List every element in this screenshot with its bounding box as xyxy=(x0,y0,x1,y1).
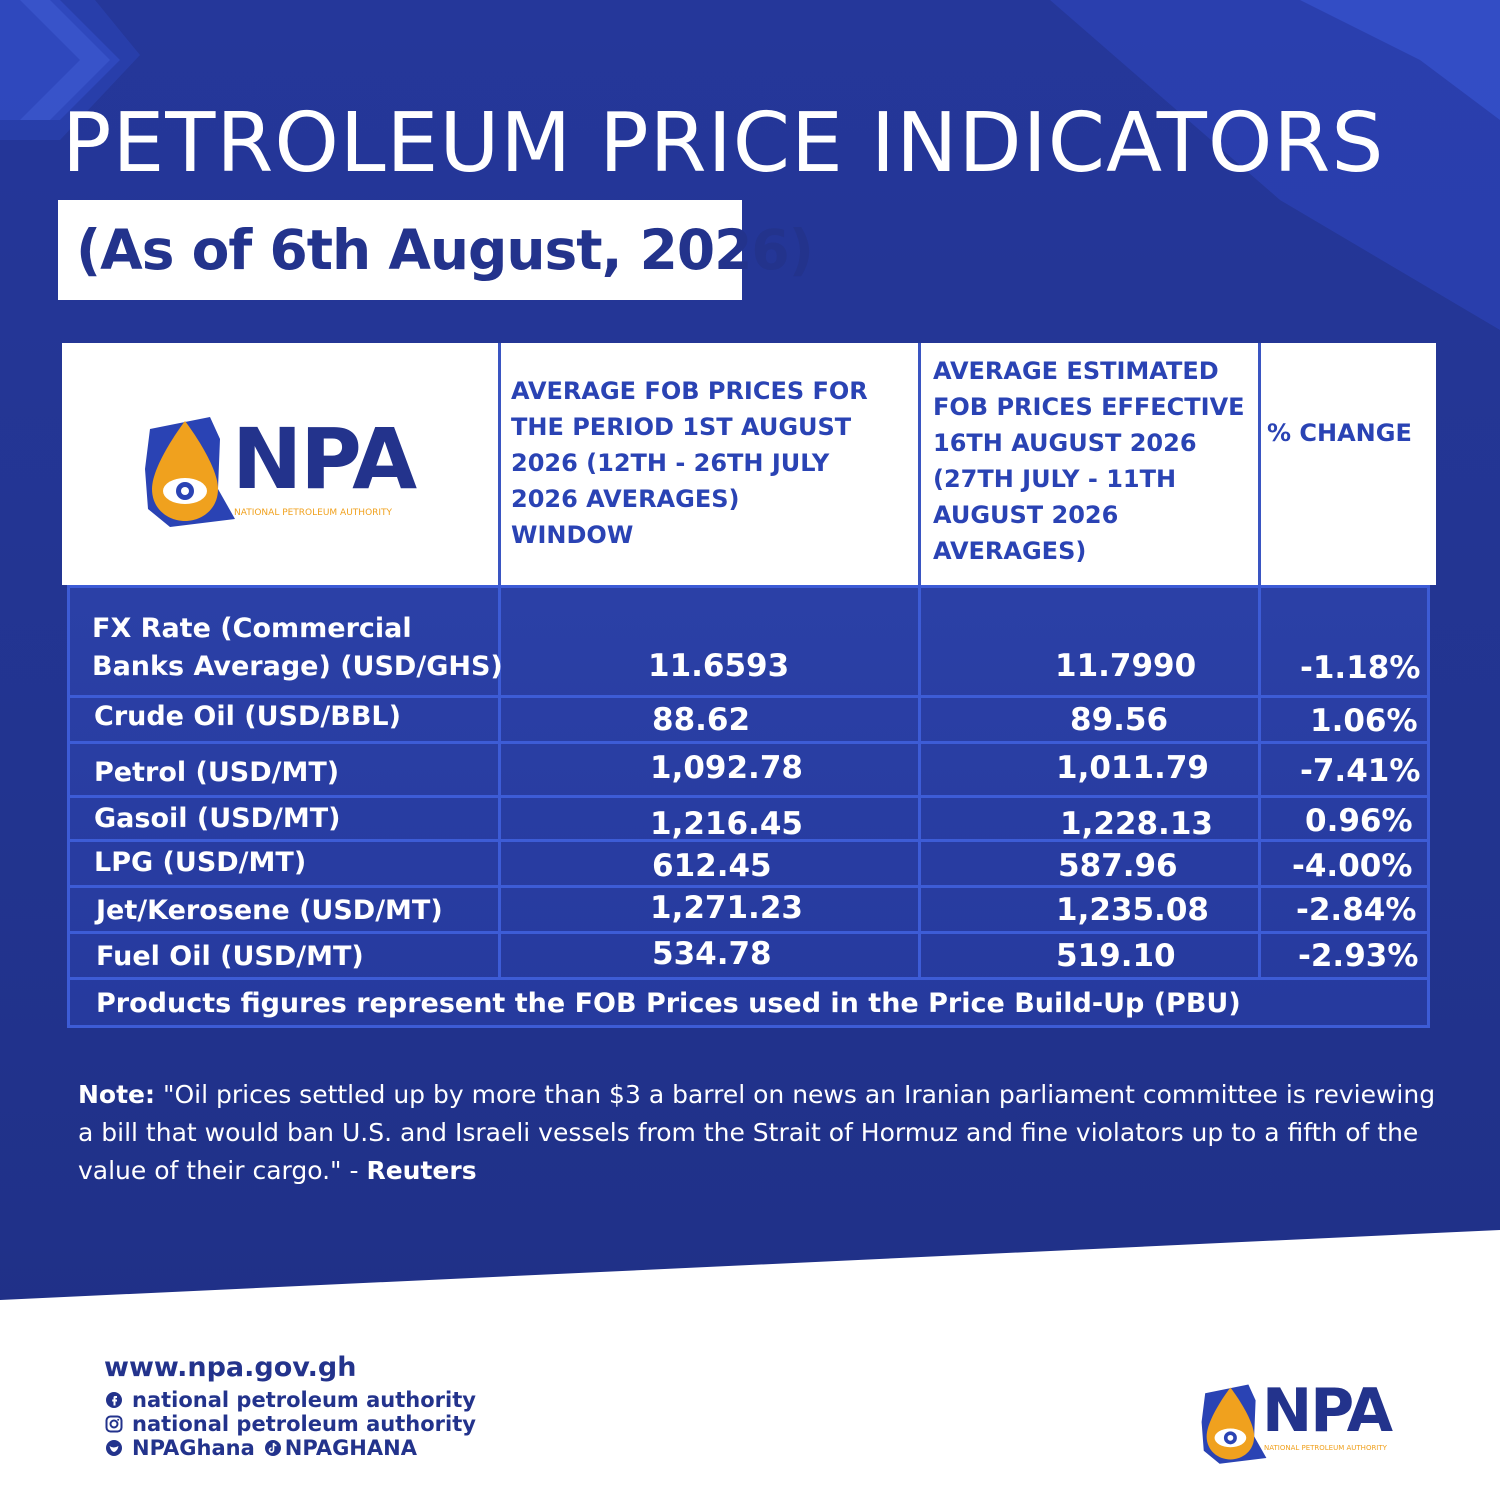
header-period2-cell: AVERAGE ESTIMATED FOB PRICES EFFECTIVE 1… xyxy=(918,343,1258,585)
percent-change: 1.06% xyxy=(1310,703,1418,739)
subtitle-box: (As of 6th August, 2026) xyxy=(58,200,814,300)
note-text: "Oil prices settled up by more than $3 a… xyxy=(78,1080,1436,1185)
header-logo-cell: NPA NATIONAL PETROLEUM AUTHORITY xyxy=(62,343,498,585)
header-change: % CHANGE xyxy=(1267,419,1412,447)
table-footnote-row: Products figures represent the FOB Price… xyxy=(70,983,1427,1025)
table-body: FX Rate (Commercial Banks Average) (USD/… xyxy=(67,585,1430,1028)
value-period2: 519.10 xyxy=(1056,938,1176,974)
tiktok-handle[interactable]: NPAGHANA xyxy=(284,1436,417,1460)
percent-change: -2.93% xyxy=(1298,938,1419,974)
table-row: LPG (USD/MT) 612.45 587.96 -4.00% xyxy=(70,842,1427,888)
note-source: Reuters xyxy=(366,1156,477,1185)
table-row: Gasoil (USD/MT) 1,216.45 1,228.13 0.96% xyxy=(70,798,1427,842)
percent-change: -4.00% xyxy=(1292,848,1413,884)
percent-change: -7.41% xyxy=(1300,753,1421,789)
note-label: Note: xyxy=(78,1080,156,1109)
row-label: Jet/Kerosene (USD/MT) xyxy=(96,895,443,926)
page-subtitle: (As of 6th August, 2026) xyxy=(76,218,814,282)
twitter-icon xyxy=(104,1438,124,1458)
row-label: Petrol (USD/MT) xyxy=(94,757,340,788)
row-label: LPG (USD/MT) xyxy=(94,847,307,878)
contacts: www.npa.gov.gh national petroleum author… xyxy=(104,1348,476,1460)
percent-change: -1.18% xyxy=(1300,650,1421,686)
instagram-handle: national petroleum authority xyxy=(132,1412,476,1436)
value-period2: 1,011.79 xyxy=(1056,750,1209,786)
logo-tagline: NATIONAL PETROLEUM AUTHORITY xyxy=(1264,1444,1387,1452)
website-link[interactable]: www.npa.gov.gh xyxy=(104,1352,357,1383)
table-row: Crude Oil (USD/BBL) 88.62 89.56 1.06% xyxy=(70,698,1427,744)
value-period1: 11.6593 xyxy=(648,648,790,684)
value-period2: 1,228.13 xyxy=(1060,806,1213,842)
row-label: Gasoil (USD/MT) xyxy=(94,803,341,834)
npa-logo: NPA NATIONAL PETROLEUM AUTHORITY xyxy=(140,409,430,529)
value-period1: 88.62 xyxy=(652,702,751,738)
value-period2: 587.96 xyxy=(1058,848,1178,884)
column-divider xyxy=(918,588,921,980)
instagram-icon xyxy=(104,1414,124,1434)
header-change-cell: % CHANGE xyxy=(1258,343,1436,585)
value-period2: 89.56 xyxy=(1070,702,1169,738)
table-row: Fuel Oil (USD/MT) 534.78 519.10 -2.93% xyxy=(70,934,1427,980)
value-period2: 11.7990 xyxy=(1055,648,1197,684)
row-label: Fuel Oil (USD/MT) xyxy=(96,941,364,972)
table-row: FX Rate (Commercial Banks Average) (USD/… xyxy=(70,588,1427,698)
percent-change: 0.96% xyxy=(1305,803,1413,839)
footer-npa-logo: NPA NATIONAL PETROLEUM AUTHORITY xyxy=(1198,1378,1408,1468)
header-period1: AVERAGE FOB PRICES FOR THE PERIOD 1ST AU… xyxy=(511,377,868,549)
table-row: Jet/Kerosene (USD/MT) 1,271.23 1,235.08 … xyxy=(70,888,1427,934)
value-period1: 612.45 xyxy=(652,848,772,884)
header-period2: AVERAGE ESTIMATED FOB PRICES EFFECTIVE 1… xyxy=(933,357,1245,565)
oil-drop-eye-icon xyxy=(1201,1384,1267,1464)
percent-change: -2.84% xyxy=(1296,892,1417,928)
value-period1: 1,271.23 xyxy=(650,890,803,926)
value-period1: 534.78 xyxy=(652,936,772,972)
table-footnote: Products figures represent the FOB Price… xyxy=(96,988,1241,1019)
oil-drop-eye-icon xyxy=(145,417,235,527)
twitter-handle[interactable]: NPAGhana xyxy=(132,1436,255,1460)
value-period2: 1,235.08 xyxy=(1056,892,1209,928)
logo-wordmark: NPA xyxy=(1262,1376,1393,1446)
row-label: Crude Oil (USD/BBL) xyxy=(94,701,401,732)
facebook-icon xyxy=(104,1390,124,1410)
instagram-link[interactable]: national petroleum authority xyxy=(104,1412,476,1436)
news-note: Note: "Oil prices settled up by more tha… xyxy=(78,1076,1448,1190)
header-period1-cell: AVERAGE FOB PRICES FOR THE PERIOD 1ST AU… xyxy=(498,343,918,585)
value-period1: 1,216.45 xyxy=(650,806,803,842)
value-period1: 1,092.78 xyxy=(650,750,803,786)
table-header: NPA NATIONAL PETROLEUM AUTHORITY AVERAGE… xyxy=(62,343,1436,585)
facebook-link[interactable]: national petroleum authority xyxy=(104,1388,476,1412)
column-divider xyxy=(1258,588,1261,980)
row-label: FX Rate (Commercial Banks Average) (USD/… xyxy=(92,613,503,682)
tiktok-icon xyxy=(263,1438,283,1458)
table-row: Petrol (USD/MT) 1,092.78 1,011.79 -7.41% xyxy=(70,744,1427,798)
facebook-handle: national petroleum authority xyxy=(132,1388,476,1412)
logo-wordmark: NPA xyxy=(232,410,417,508)
social-row: NPAGhana NPAGHANA xyxy=(104,1436,476,1460)
page-title: PETROLEUM PRICE INDICATORS xyxy=(62,96,1385,191)
logo-tagline: NATIONAL PETROLEUM AUTHORITY xyxy=(234,508,393,518)
column-divider xyxy=(498,588,501,980)
